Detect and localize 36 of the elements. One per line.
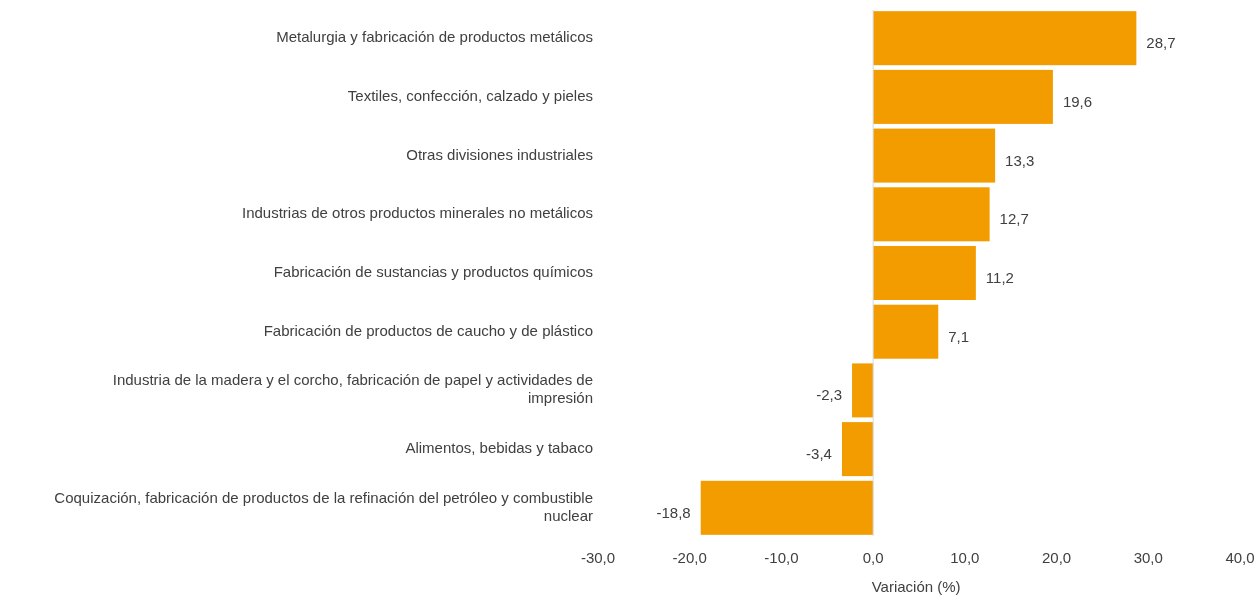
bar	[873, 246, 976, 300]
data-label: -3,4	[806, 445, 832, 463]
x-tick-label: 40,0	[1225, 549, 1255, 566]
data-label: 28,7	[1146, 34, 1176, 52]
x-tick-label: 10,0	[950, 549, 980, 566]
bar	[873, 128, 996, 183]
data-label: 7,1	[948, 327, 970, 345]
y-tick-label: Coquización, fabricación de productos de la refinación del petróleo y combustible nuclear	[54, 488, 593, 524]
y-tick-label: Fabricación de sustancias y productos químicos	[273, 262, 593, 280]
x-tick-label: -10,0	[764, 549, 799, 566]
data-label: 19,6	[1062, 92, 1093, 110]
bar	[700, 480, 874, 535]
y-tick-label: Metalurgia y fabricación de productos metálicos	[276, 28, 593, 46]
data-label: 13,3	[1005, 151, 1035, 169]
x-tick-label: -30,0	[580, 549, 616, 566]
data-label: -18,8	[656, 503, 691, 521]
bar	[841, 422, 874, 477]
y-tick-label: Fabricación de productos de caucho y de plástico	[263, 321, 593, 339]
y-tick-label: Industrias de otros productos minerales no metálicos	[241, 204, 593, 222]
bar	[873, 69, 1053, 124]
y-tick-label: Alimentos, bebidas y tabaco	[405, 439, 593, 457]
x-tick-label: 0,0	[862, 549, 884, 566]
data-label: 12,7	[999, 210, 1029, 228]
y-tick-label: Textiles, confección, calzado y pieles	[347, 86, 593, 104]
x-tick-label: 20,0	[1041, 549, 1072, 566]
data-label: -2,3	[816, 386, 843, 404]
x-tick-label: 30,0	[1133, 549, 1163, 566]
bar	[852, 363, 874, 418]
data-label: 11,2	[985, 269, 1014, 286]
bar	[873, 187, 990, 242]
bar	[873, 304, 939, 359]
bar	[873, 11, 1137, 66]
y-tick-label: Otras divisiones industriales	[406, 145, 593, 163]
x-tick-label: -20,0	[672, 549, 707, 566]
x-axis-title: Variación (%)	[871, 578, 961, 595]
y-tick-label: Industria de la madera y el corcho, fabricación de papel y actividades de impresión	[112, 371, 593, 407]
